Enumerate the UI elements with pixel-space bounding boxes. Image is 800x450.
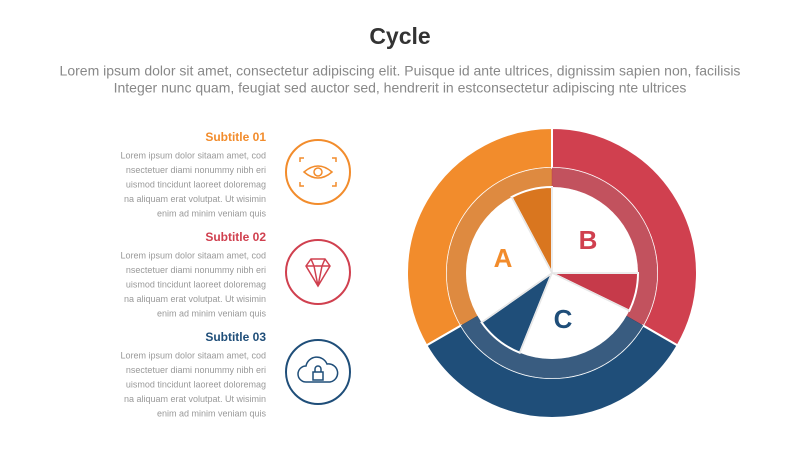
segment-label: C [554, 304, 573, 334]
title: Cycle [369, 23, 430, 49]
item-body-line: Lorem ipsum dolor sitaam amet, cod [120, 350, 266, 360]
segment-label: B [579, 225, 598, 255]
item-body-line: uismod tincidunt laoreet doloremag [126, 179, 266, 189]
item-subtitle: Subtitle 03 [205, 330, 266, 344]
item-body-line: nsectetuer diami nonummy nibh eri [126, 365, 266, 375]
cycle-wheel: A B C [406, 126, 698, 419]
item-body-line: enim ad minim veniam quis [157, 208, 267, 218]
item-body-line: uismod tincidunt laoreet doloremag [126, 279, 266, 289]
pie-divider [481, 272, 553, 323]
item-body-line: na aliquam erat volutpat. Ut wisimin [124, 394, 266, 404]
pie-divider [519, 272, 553, 354]
item-body-line: uismod tincidunt laoreet doloremag [126, 379, 266, 389]
subtitle-line: Lorem ipsum dolor sit amet, consectetur … [60, 63, 741, 79]
icon-cloud-lock [285, 339, 351, 405]
item-body-line: nsectetuer diami nonummy nibh eri [126, 165, 266, 175]
item-body-line: na aliquam erat volutpat. Ut wisimin [124, 194, 266, 204]
item-subtitle: Subtitle 01 [205, 130, 266, 144]
segment-label: A [494, 243, 513, 273]
pie-wedge [480, 270, 555, 355]
icon-diamond [285, 239, 351, 305]
icon-eye [285, 139, 351, 205]
item-body-line: nsectetuer diami nonummy nibh eri [126, 265, 266, 275]
item-body-line: enim ad minim veniam quis [157, 408, 267, 418]
pie-divider [510, 196, 553, 274]
item-list: Subtitle 01 Lorem ipsum dolor sitaam amet… [120, 130, 266, 418]
item-body-line: Lorem ipsum dolor sitaam amet, cod [120, 250, 266, 260]
subtitle-line: Integer nunc quam, feugiat sed auctor se… [114, 80, 687, 96]
item-body-line: Lorem ipsum dolor sitaam amet, cod [120, 150, 266, 160]
pie-divider [551, 272, 630, 312]
item-subtitle: Subtitle 02 [205, 230, 266, 244]
item-body-line: enim ad minim veniam quis [157, 308, 267, 318]
item-body-line: na aliquam erat volutpat. Ut wisimin [124, 294, 266, 304]
